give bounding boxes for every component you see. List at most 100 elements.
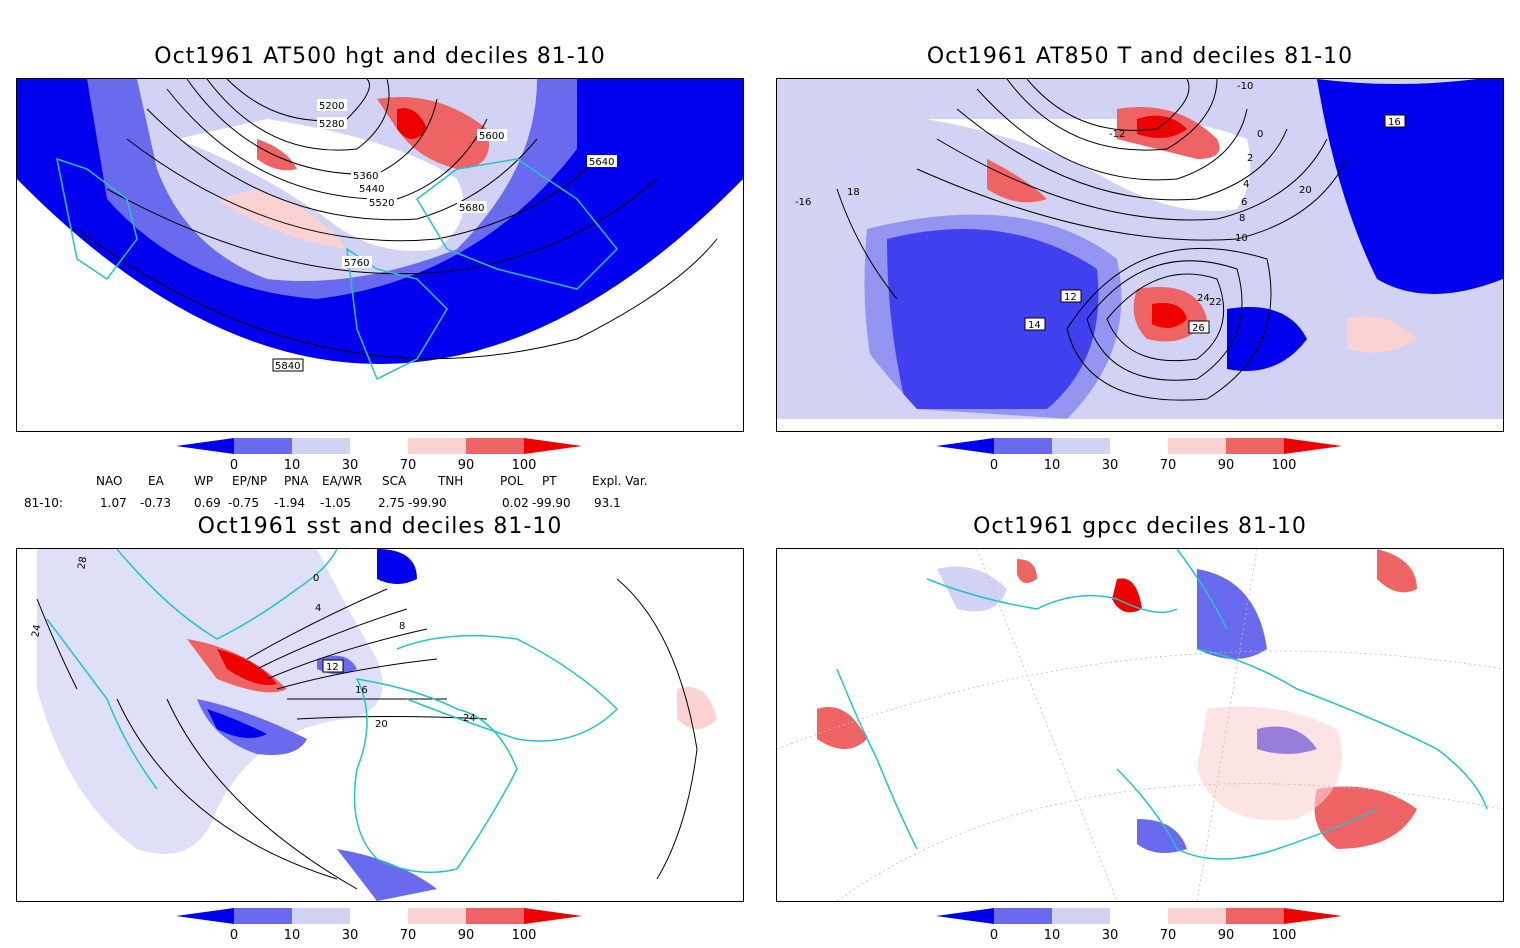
contour-label: 28 xyxy=(76,556,89,570)
decile-area-0-b xyxy=(377,549,417,584)
colorbar-tick: 70 xyxy=(399,928,417,943)
contour-labels: 28 24 0 4 8 12 16 20 24 xyxy=(30,556,475,730)
decile-area-0-b xyxy=(1317,79,1503,294)
index-value: 2.75 xyxy=(378,496,405,510)
colorbar-tick: 100 xyxy=(1271,928,1297,943)
contour-label: 2 xyxy=(1247,153,1253,164)
index-value: -0.73 xyxy=(140,496,172,510)
coastlines xyxy=(836,549,1488,860)
index-value: -99.90 xyxy=(532,496,571,510)
index-value: 0.69 xyxy=(194,496,221,510)
colorbar-tick: 10 xyxy=(283,458,301,473)
colorbar-tick: 100 xyxy=(511,928,537,943)
decile-area-100-b xyxy=(1152,303,1187,328)
index-header: WP xyxy=(194,474,214,488)
colorbar-tick: 70 xyxy=(399,458,417,473)
map-t850-svg: -10 -12 -16 0 2 4 6 8 10 12 14 16 18 20 … xyxy=(777,79,1503,419)
colorbar-tick: 100 xyxy=(1271,458,1297,473)
decile-area-10 xyxy=(864,214,1122,419)
index-row-label: 81-10: xyxy=(24,496,63,510)
contour-label: 0 xyxy=(313,573,319,584)
decile-area-70 xyxy=(1347,316,1417,353)
colorbar-sst: 0 10 30 70 90 100 xyxy=(176,908,596,948)
colorbar-tick: 10 xyxy=(283,928,301,943)
colorbar-tick: 70 xyxy=(1159,928,1177,943)
contour-label: 5640 xyxy=(589,157,614,168)
colorbar-hgt: 0 10 30 70 90 100 xyxy=(176,438,596,478)
panel-title-hgt: Oct1961 AT500 hgt and deciles 81-10 xyxy=(154,44,606,69)
decile-area-100 xyxy=(397,108,427,139)
coastlines xyxy=(46,549,619,874)
contour-label: 5680 xyxy=(459,203,484,214)
colorbar-tick: 90 xyxy=(457,928,475,943)
decile-area-10-c xyxy=(337,849,437,901)
decile-area-70 xyxy=(217,189,347,249)
decile-area-30 xyxy=(37,549,383,854)
map-panel-t850: -10 -12 -16 0 2 4 6 8 10 12 14 16 18 20 … xyxy=(776,78,1504,432)
contour-label: 5280 xyxy=(319,119,344,130)
contour-label: 5760 xyxy=(344,258,369,269)
contour-label: 5440 xyxy=(359,184,384,195)
contour-label: 0 xyxy=(1257,129,1263,140)
contour-label: 16 xyxy=(355,685,368,696)
colorbar-t850: 0 10 30 70 90 100 xyxy=(936,438,1356,478)
contour-label: 14 xyxy=(1028,320,1041,331)
contour-label: 12 xyxy=(326,662,339,673)
contour-label: 24 xyxy=(463,713,476,724)
index-value: -1.05 xyxy=(320,496,352,510)
map-hgt-svg: 5200 5280 5360 5440 5520 5600 5640 5680 … xyxy=(17,79,743,381)
colorbar-tick: 70 xyxy=(1159,458,1177,473)
colorbar-tick: 90 xyxy=(457,458,475,473)
panel-title-sst: Oct1961 sst and deciles 81-10 xyxy=(197,514,563,539)
index-header: EP/NP xyxy=(232,474,268,488)
index-value: -99.90 xyxy=(408,496,447,510)
contour-label: 26 xyxy=(1192,323,1205,334)
index-value: -1.94 xyxy=(274,496,306,510)
colorbar-tick: 30 xyxy=(1101,458,1119,473)
colorbar-tick: 90 xyxy=(1217,458,1235,473)
contour-label: -10 xyxy=(1237,81,1253,92)
decile-area-100 xyxy=(1137,115,1187,138)
decile-area-70 xyxy=(677,687,717,729)
sst-contours xyxy=(36,578,698,890)
contour-label: 8 xyxy=(1239,213,1245,224)
map-gpcc-svg xyxy=(777,549,1503,901)
contour-label: 24 xyxy=(1197,293,1210,304)
decile-area-0-c xyxy=(1227,307,1307,371)
index-header: PNA xyxy=(284,474,309,488)
decile-area-0 xyxy=(207,709,267,738)
contour-label: 4 xyxy=(315,603,321,614)
index-value: 0.02 xyxy=(502,496,529,510)
colorbar-tick: 30 xyxy=(341,928,359,943)
contour-label: 24 xyxy=(30,624,43,638)
coastline-dots xyxy=(56,157,619,381)
colorbar-tick: 100 xyxy=(511,458,537,473)
contour-label: 18 xyxy=(847,187,860,198)
decile-area-normal xyxy=(177,119,464,251)
map-panel-hgt: 5200 5280 5360 5440 5520 5600 5640 5680 … xyxy=(16,78,744,432)
index-value: 1.07 xyxy=(100,496,127,510)
contour-label: 5600 xyxy=(479,131,504,142)
index-value: 93.1 xyxy=(594,496,621,510)
colorbar-tick: 0 xyxy=(989,458,999,473)
index-header: TNH xyxy=(438,474,464,488)
map-sst-svg: 28 24 0 4 8 12 16 20 24 xyxy=(17,549,743,901)
colorbar-tick: 0 xyxy=(989,928,999,943)
graticule xyxy=(777,549,1503,901)
contour-labels: 5200 5280 5360 5440 5520 5600 5640 5680 … xyxy=(272,99,617,372)
index-value: -0.75 xyxy=(228,496,260,510)
contour-label: 8 xyxy=(399,621,405,632)
contour-label: 10 xyxy=(1235,233,1248,244)
colorbar-tick: 10 xyxy=(1043,928,1061,943)
contour-labels: -10 -12 -16 0 2 4 6 8 10 12 14 16 18 20 … xyxy=(795,81,1406,334)
contour-label: 22 xyxy=(1209,297,1222,308)
index-header: EA/WR xyxy=(322,474,363,488)
colorbar-gpcc: 0 10 30 70 90 100 xyxy=(936,908,1356,948)
map-panel-sst: 28 24 0 4 8 12 16 20 24 xyxy=(16,548,744,902)
colorbar-tick: 30 xyxy=(341,458,359,473)
colorbar-tick: 90 xyxy=(1217,928,1235,943)
panel-title-gpcc: Oct1961 gpcc deciles 81-10 xyxy=(973,514,1307,539)
colorbar-tick: 10 xyxy=(1043,458,1061,473)
contour-label: 16 xyxy=(1388,117,1401,128)
index-header: SCA xyxy=(382,474,407,488)
